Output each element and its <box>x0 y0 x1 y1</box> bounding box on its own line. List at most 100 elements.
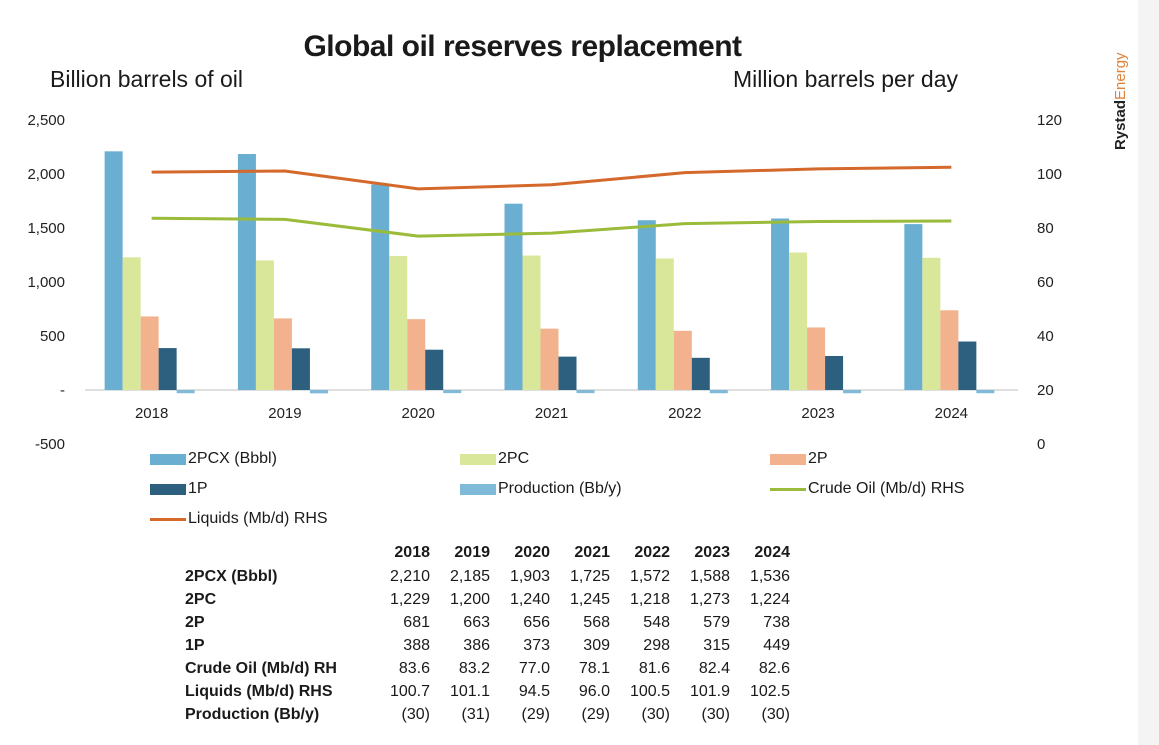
x-tick-label: 2018 <box>135 405 168 422</box>
legend-swatch-2pc <box>460 453 496 465</box>
table-cell: 1,588 <box>689 567 730 585</box>
table-row: 2PCX (Bbbl) 2,210 2,185 1,903 1,725 1,572 1,58… <box>185 565 790 588</box>
y-left-tick-label: 1,500 <box>27 220 65 237</box>
table-cell: 83.2 <box>458 659 490 677</box>
legend-swatch-liquids <box>150 517 186 521</box>
table-col-year: 2022 <box>634 544 670 561</box>
table-cell: 386 <box>463 636 490 654</box>
table-row: Crude Oil (Mb/d) RH 83.6 83.2 77.0 78.1 81.6 8… <box>185 657 790 680</box>
y-right-tick-label: 120 <box>1037 112 1062 129</box>
table-col-year: 2024 <box>754 544 790 561</box>
table-cell: 656 <box>523 613 550 631</box>
bar-production-bb-y-2021 <box>576 390 595 394</box>
table-corner <box>185 541 370 565</box>
bar-2pcx-bbbl-2024 <box>904 224 923 390</box>
table-cell: 1,572 <box>629 567 670 585</box>
x-tick-label: 2024 <box>935 405 968 422</box>
table-cell: 1,536 <box>749 567 790 585</box>
table-cell: 309 <box>583 636 610 654</box>
legend-item-1p: 1P <box>150 480 208 498</box>
table-cell: 1,224 <box>749 590 790 608</box>
bar-2pcx-bbbl-2020 <box>371 184 390 390</box>
table-cell: 449 <box>763 636 790 654</box>
table-cell: (29) <box>581 705 610 723</box>
line-liquids-mb-d-rhs <box>151 165 952 191</box>
table-cell: 1,200 <box>449 590 490 608</box>
y-left-tick-label: -500 <box>35 436 65 453</box>
y-right-tick-label: 100 <box>1037 166 1062 183</box>
table-cell: 568 <box>583 613 610 631</box>
table-cell: 548 <box>643 613 670 631</box>
table-cell: 388 <box>403 636 430 654</box>
table-cell: 83.6 <box>398 659 430 677</box>
table-cell: 81.6 <box>638 659 670 677</box>
x-tick-label: 2022 <box>668 405 701 422</box>
right-axis-label: Million barrels per day <box>733 66 958 92</box>
legend-label-production: Production (Bb/y) <box>498 480 622 497</box>
table-cell: (30) <box>641 705 670 723</box>
bar-2pc-2021 <box>522 255 541 390</box>
table-row: 1P 388 386 373 309 298 315 449 <box>185 634 790 657</box>
table-row-label: 2PC <box>185 590 217 608</box>
chart-legend: 2PCX (Bbbl) 2PC 2P 1P Production (Bb/y) … <box>150 450 1030 530</box>
table-cell: (30) <box>761 705 790 723</box>
table-cell: 1,240 <box>509 590 550 608</box>
legend-swatch-production <box>460 483 496 495</box>
bar-2p-2022 <box>673 330 692 390</box>
legend-label-crude-oil: Crude Oil (Mb/d) RHS <box>808 480 965 497</box>
x-tick-label: 2020 <box>402 405 435 422</box>
table-cell: (30) <box>701 705 730 723</box>
legend-swatch-2pcx <box>150 453 186 465</box>
table-cell: 82.4 <box>698 659 730 677</box>
bar-2p-2023 <box>807 327 826 390</box>
bar-2pcx-bbbl-2021 <box>504 203 523 390</box>
table-row-label: Liquids (Mb/d) RHS <box>185 682 333 700</box>
bar-2pc-2019 <box>255 260 274 390</box>
legend-swatch-crude-oil <box>770 487 806 491</box>
table-cell: 94.5 <box>518 682 550 700</box>
table-cell: 373 <box>523 636 550 654</box>
table-cell: 315 <box>703 636 730 654</box>
bar-production-bb-y-2018 <box>176 390 195 394</box>
table-cell: 82.6 <box>758 659 790 677</box>
bar-2pc-2018 <box>122 257 141 390</box>
bar-2pc-2023 <box>789 252 808 390</box>
legend-label-liquids: Liquids (Mb/d) RHS <box>188 510 328 527</box>
bar-2p-2021 <box>540 328 559 390</box>
y-left-tick-label: - <box>60 382 65 399</box>
chart-plot: 2,500 2,000 1,500 1,000 500 - -500 120 100 80 60 40… <box>27 112 1062 453</box>
table-row: 2P 681 663 656 568 548 579 738 <box>185 611 790 634</box>
legend-swatch-1p <box>150 483 186 495</box>
table-col-year: 2020 <box>514 544 550 561</box>
y-left-tick-label: 500 <box>40 328 65 345</box>
table-cell: 681 <box>403 613 430 631</box>
table-row-label: Production (Bb/y) <box>185 705 320 723</box>
table-cell: 101.9 <box>689 682 730 700</box>
bar-2pcx-bbbl-2023 <box>771 218 790 390</box>
table-cell: 2,210 <box>389 567 430 585</box>
table-cell: 102.5 <box>749 682 790 700</box>
legend-item-liquids: Liquids (Mb/d) RHS <box>150 510 328 528</box>
table-row: Production (Bb/y) (30) (31) (29) (29) (30) (30… <box>185 703 790 726</box>
bar-production-bb-y-2024 <box>976 390 995 394</box>
y-right-tick-label: 20 <box>1037 382 1054 399</box>
bar-1p-2019 <box>291 348 310 390</box>
line-crude-oil-mb-d-rhs <box>151 216 952 238</box>
table-col-year: 2019 <box>454 544 490 561</box>
chart-title: Global oil reserves replacement <box>303 30 742 63</box>
bar-1p-2024 <box>958 341 977 390</box>
table-row-label: 2P <box>185 613 205 631</box>
table-cell: 96.0 <box>578 682 610 700</box>
legend-item-production: Production (Bb/y) <box>460 480 622 498</box>
legend-item-2pcx: 2PCX (Bbbl) <box>150 450 277 468</box>
bar-2pcx-bbbl-2018 <box>104 151 123 390</box>
table-row: Liquids (Mb/d) RHS 100.7 101.1 94.5 96.0 100.… <box>185 680 790 703</box>
y-right-tick-label: 40 <box>1037 328 1054 345</box>
x-tick-label: 2021 <box>535 405 568 422</box>
table-cell: 78.1 <box>578 659 610 677</box>
bar-2p-2020 <box>407 319 426 390</box>
table-cell: 77.0 <box>518 659 550 677</box>
bar-2p-2024 <box>940 310 959 390</box>
table-cell: 1,273 <box>689 590 730 608</box>
table-row-label: 1P <box>185 636 205 654</box>
